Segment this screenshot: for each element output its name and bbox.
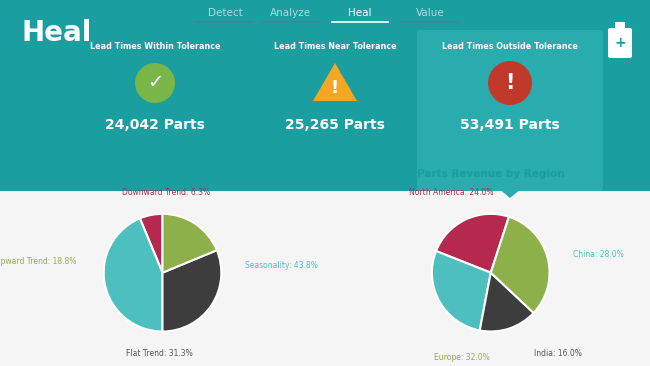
- Wedge shape: [162, 214, 217, 273]
- Text: Heal: Heal: [22, 19, 92, 47]
- Text: Lead Times Outside Tolerance: Lead Times Outside Tolerance: [442, 42, 578, 51]
- Text: 53,491 Parts: 53,491 Parts: [460, 118, 560, 132]
- Text: Heal: Heal: [348, 8, 372, 18]
- Text: 25,265 Parts: 25,265 Parts: [285, 118, 385, 132]
- Text: Flat Trend: 31.3%: Flat Trend: 31.3%: [125, 348, 192, 358]
- Wedge shape: [162, 250, 221, 332]
- Wedge shape: [140, 214, 162, 273]
- Bar: [0, 191, 650, 366]
- FancyBboxPatch shape: [608, 28, 632, 58]
- Polygon shape: [313, 63, 357, 101]
- Wedge shape: [480, 273, 534, 332]
- Text: Detect: Detect: [207, 8, 242, 18]
- Text: North America: 24.0%: North America: 24.0%: [409, 188, 493, 197]
- Polygon shape: [498, 188, 522, 198]
- Wedge shape: [432, 251, 491, 330]
- Text: 24,042 Parts: 24,042 Parts: [105, 118, 205, 132]
- Bar: [615, 22, 625, 30]
- Text: Value: Value: [415, 8, 445, 18]
- Circle shape: [488, 61, 532, 105]
- Text: +: +: [614, 36, 626, 50]
- Text: !: !: [505, 73, 515, 93]
- Wedge shape: [436, 214, 509, 273]
- FancyBboxPatch shape: [417, 30, 603, 191]
- Text: Seasonality: 43.8%: Seasonality: 43.8%: [245, 261, 318, 270]
- Text: Upward Trend: 18.8%: Upward Trend: 18.8%: [0, 257, 77, 266]
- Text: India: 16.0%: India: 16.0%: [534, 348, 582, 358]
- Text: Downward Trend: 6.3%: Downward Trend: 6.3%: [122, 188, 210, 197]
- Wedge shape: [104, 219, 162, 332]
- Bar: [0, 0, 650, 191]
- Wedge shape: [491, 217, 549, 313]
- Text: Lead Times Near Tolerance: Lead Times Near Tolerance: [274, 42, 396, 51]
- Text: ✓: ✓: [147, 74, 163, 93]
- Text: !: !: [331, 79, 339, 97]
- Text: Lead Times Within Tolerance: Lead Times Within Tolerance: [90, 42, 220, 51]
- Title: Parts Revenue by Region: Parts Revenue by Region: [417, 169, 565, 179]
- Text: Europe: 32.0%: Europe: 32.0%: [434, 353, 490, 362]
- Title: Parts Revenue by Lead Time Behavior: Parts Revenue by Lead Time Behavior: [51, 169, 274, 179]
- Text: Analyze: Analyze: [270, 8, 311, 18]
- Circle shape: [135, 63, 175, 103]
- Text: China: 28.0%: China: 28.0%: [573, 250, 624, 259]
